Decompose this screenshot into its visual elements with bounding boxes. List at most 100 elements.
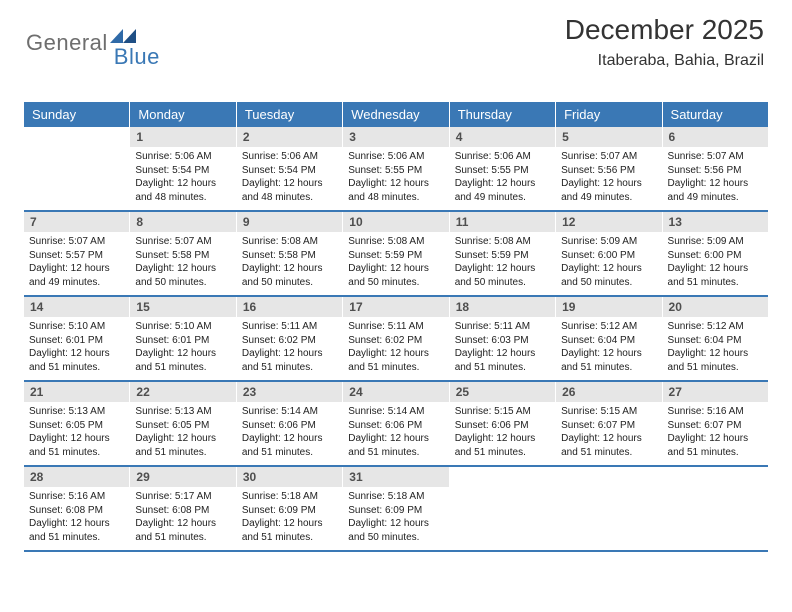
- week-row: 21Sunrise: 5:13 AMSunset: 6:05 PMDayligh…: [24, 382, 768, 467]
- sunset-line: Sunset: 5:59 PM: [348, 249, 443, 263]
- day-details: Sunrise: 5:12 AMSunset: 6:04 PMDaylight:…: [556, 317, 661, 380]
- sunset-line: Sunset: 6:05 PM: [135, 419, 230, 433]
- daylight-line: Daylight: 12 hours and 50 minutes.: [561, 262, 656, 289]
- day-number: 14: [24, 297, 129, 317]
- sunset-line: Sunset: 5:58 PM: [135, 249, 230, 263]
- day-details: Sunrise: 5:13 AMSunset: 6:05 PMDaylight:…: [24, 402, 129, 465]
- day-number: 11: [450, 212, 555, 232]
- sunrise-line: Sunrise: 5:11 AM: [348, 320, 443, 334]
- calendar: SundayMondayTuesdayWednesdayThursdayFrid…: [24, 102, 768, 552]
- day-number: 17: [343, 297, 448, 317]
- daylight-line: Daylight: 12 hours and 51 minutes.: [242, 347, 337, 374]
- header: December 2025 Itaberaba, Bahia, Brazil: [565, 14, 764, 70]
- day-number: 19: [556, 297, 661, 317]
- sunrise-line: Sunrise: 5:13 AM: [135, 405, 230, 419]
- day-number: 4: [450, 127, 555, 147]
- sunset-line: Sunset: 6:04 PM: [668, 334, 763, 348]
- daylight-line: Daylight: 12 hours and 51 minutes.: [135, 517, 230, 544]
- day-cell: 25Sunrise: 5:15 AMSunset: 6:06 PMDayligh…: [450, 382, 556, 465]
- daylight-line: Daylight: 12 hours and 51 minutes.: [561, 347, 656, 374]
- daylight-line: Daylight: 12 hours and 51 minutes.: [242, 432, 337, 459]
- day-details: Sunrise: 5:09 AMSunset: 6:00 PMDaylight:…: [556, 232, 661, 295]
- day-details: Sunrise: 5:10 AMSunset: 6:01 PMDaylight:…: [130, 317, 235, 380]
- day-cell: 19Sunrise: 5:12 AMSunset: 6:04 PMDayligh…: [556, 297, 662, 380]
- daylight-line: Daylight: 12 hours and 50 minutes.: [242, 262, 337, 289]
- day-details: Sunrise: 5:06 AMSunset: 5:54 PMDaylight:…: [130, 147, 235, 210]
- sunrise-line: Sunrise: 5:06 AM: [135, 150, 230, 164]
- logo-text-blue: Blue: [114, 44, 160, 70]
- day-cell: .: [663, 467, 768, 550]
- sunrise-line: Sunrise: 5:16 AM: [668, 405, 763, 419]
- day-number: 16: [237, 297, 342, 317]
- sunrise-line: Sunrise: 5:08 AM: [455, 235, 550, 249]
- daylight-line: Daylight: 12 hours and 51 minutes.: [668, 347, 763, 374]
- day-cell: 4Sunrise: 5:06 AMSunset: 5:55 PMDaylight…: [450, 127, 556, 210]
- day-number: 3: [343, 127, 448, 147]
- daylight-line: Daylight: 12 hours and 51 minutes.: [348, 347, 443, 374]
- sunrise-line: Sunrise: 5:10 AM: [29, 320, 124, 334]
- day-cell: 28Sunrise: 5:16 AMSunset: 6:08 PMDayligh…: [24, 467, 130, 550]
- day-cell: 6Sunrise: 5:07 AMSunset: 5:56 PMDaylight…: [663, 127, 768, 210]
- day-cell: 27Sunrise: 5:16 AMSunset: 6:07 PMDayligh…: [663, 382, 768, 465]
- daylight-line: Daylight: 12 hours and 51 minutes.: [29, 517, 124, 544]
- week-row: .1Sunrise: 5:06 AMSunset: 5:54 PMDayligh…: [24, 127, 768, 212]
- day-cell: 22Sunrise: 5:13 AMSunset: 6:05 PMDayligh…: [130, 382, 236, 465]
- location-subtitle: Itaberaba, Bahia, Brazil: [565, 52, 764, 70]
- day-details: Sunrise: 5:15 AMSunset: 6:06 PMDaylight:…: [450, 402, 555, 465]
- day-details: Sunrise: 5:16 AMSunset: 6:08 PMDaylight:…: [24, 487, 129, 550]
- day-cell: 15Sunrise: 5:10 AMSunset: 6:01 PMDayligh…: [130, 297, 236, 380]
- daylight-line: Daylight: 12 hours and 51 minutes.: [29, 432, 124, 459]
- sunrise-line: Sunrise: 5:07 AM: [561, 150, 656, 164]
- week-row: 28Sunrise: 5:16 AMSunset: 6:08 PMDayligh…: [24, 467, 768, 552]
- day-number: 20: [663, 297, 768, 317]
- day-details: Sunrise: 5:06 AMSunset: 5:55 PMDaylight:…: [343, 147, 448, 210]
- sunrise-line: Sunrise: 5:14 AM: [348, 405, 443, 419]
- sunrise-line: Sunrise: 5:16 AM: [29, 490, 124, 504]
- daylight-line: Daylight: 12 hours and 49 minutes.: [29, 262, 124, 289]
- dow-wednesday: Wednesday: [343, 102, 449, 127]
- day-details: Sunrise: 5:07 AMSunset: 5:56 PMDaylight:…: [663, 147, 768, 210]
- sunrise-line: Sunrise: 5:07 AM: [668, 150, 763, 164]
- day-cell: 29Sunrise: 5:17 AMSunset: 6:08 PMDayligh…: [130, 467, 236, 550]
- daylight-line: Daylight: 12 hours and 48 minutes.: [242, 177, 337, 204]
- sunset-line: Sunset: 6:03 PM: [455, 334, 550, 348]
- day-number: 31: [343, 467, 448, 487]
- daylight-line: Daylight: 12 hours and 51 minutes.: [29, 347, 124, 374]
- logo-text-general: General: [26, 30, 108, 56]
- day-cell: 8Sunrise: 5:07 AMSunset: 5:58 PMDaylight…: [130, 212, 236, 295]
- day-details: Sunrise: 5:18 AMSunset: 6:09 PMDaylight:…: [237, 487, 342, 550]
- sunset-line: Sunset: 5:54 PM: [242, 164, 337, 178]
- dow-thursday: Thursday: [450, 102, 556, 127]
- day-details: Sunrise: 5:08 AMSunset: 5:59 PMDaylight:…: [450, 232, 555, 295]
- logo-mark-icon: [110, 29, 136, 43]
- day-cell: 31Sunrise: 5:18 AMSunset: 6:09 PMDayligh…: [343, 467, 449, 550]
- day-number: 8: [130, 212, 235, 232]
- sunrise-line: Sunrise: 5:12 AM: [668, 320, 763, 334]
- sunset-line: Sunset: 5:55 PM: [348, 164, 443, 178]
- day-number: 29: [130, 467, 235, 487]
- sunrise-line: Sunrise: 5:09 AM: [668, 235, 763, 249]
- day-cell: 21Sunrise: 5:13 AMSunset: 6:05 PMDayligh…: [24, 382, 130, 465]
- day-number: 18: [450, 297, 555, 317]
- sunrise-line: Sunrise: 5:07 AM: [29, 235, 124, 249]
- day-number: 25: [450, 382, 555, 402]
- day-number: 26: [556, 382, 661, 402]
- daylight-line: Daylight: 12 hours and 51 minutes.: [668, 262, 763, 289]
- daylight-line: Daylight: 12 hours and 51 minutes.: [135, 432, 230, 459]
- day-cell: 23Sunrise: 5:14 AMSunset: 6:06 PMDayligh…: [237, 382, 343, 465]
- week-row: 14Sunrise: 5:10 AMSunset: 6:01 PMDayligh…: [24, 297, 768, 382]
- day-number: 13: [663, 212, 768, 232]
- day-number: 21: [24, 382, 129, 402]
- day-number: 15: [130, 297, 235, 317]
- sunset-line: Sunset: 5:54 PM: [135, 164, 230, 178]
- sunrise-line: Sunrise: 5:18 AM: [348, 490, 443, 504]
- day-cell: 11Sunrise: 5:08 AMSunset: 5:59 PMDayligh…: [450, 212, 556, 295]
- day-details: Sunrise: 5:08 AMSunset: 5:58 PMDaylight:…: [237, 232, 342, 295]
- sunset-line: Sunset: 6:08 PM: [135, 504, 230, 518]
- day-cell: 24Sunrise: 5:14 AMSunset: 6:06 PMDayligh…: [343, 382, 449, 465]
- day-number: 27: [663, 382, 768, 402]
- sunrise-line: Sunrise: 5:11 AM: [455, 320, 550, 334]
- day-details: Sunrise: 5:11 AMSunset: 6:03 PMDaylight:…: [450, 317, 555, 380]
- sunrise-line: Sunrise: 5:10 AM: [135, 320, 230, 334]
- sunset-line: Sunset: 6:04 PM: [561, 334, 656, 348]
